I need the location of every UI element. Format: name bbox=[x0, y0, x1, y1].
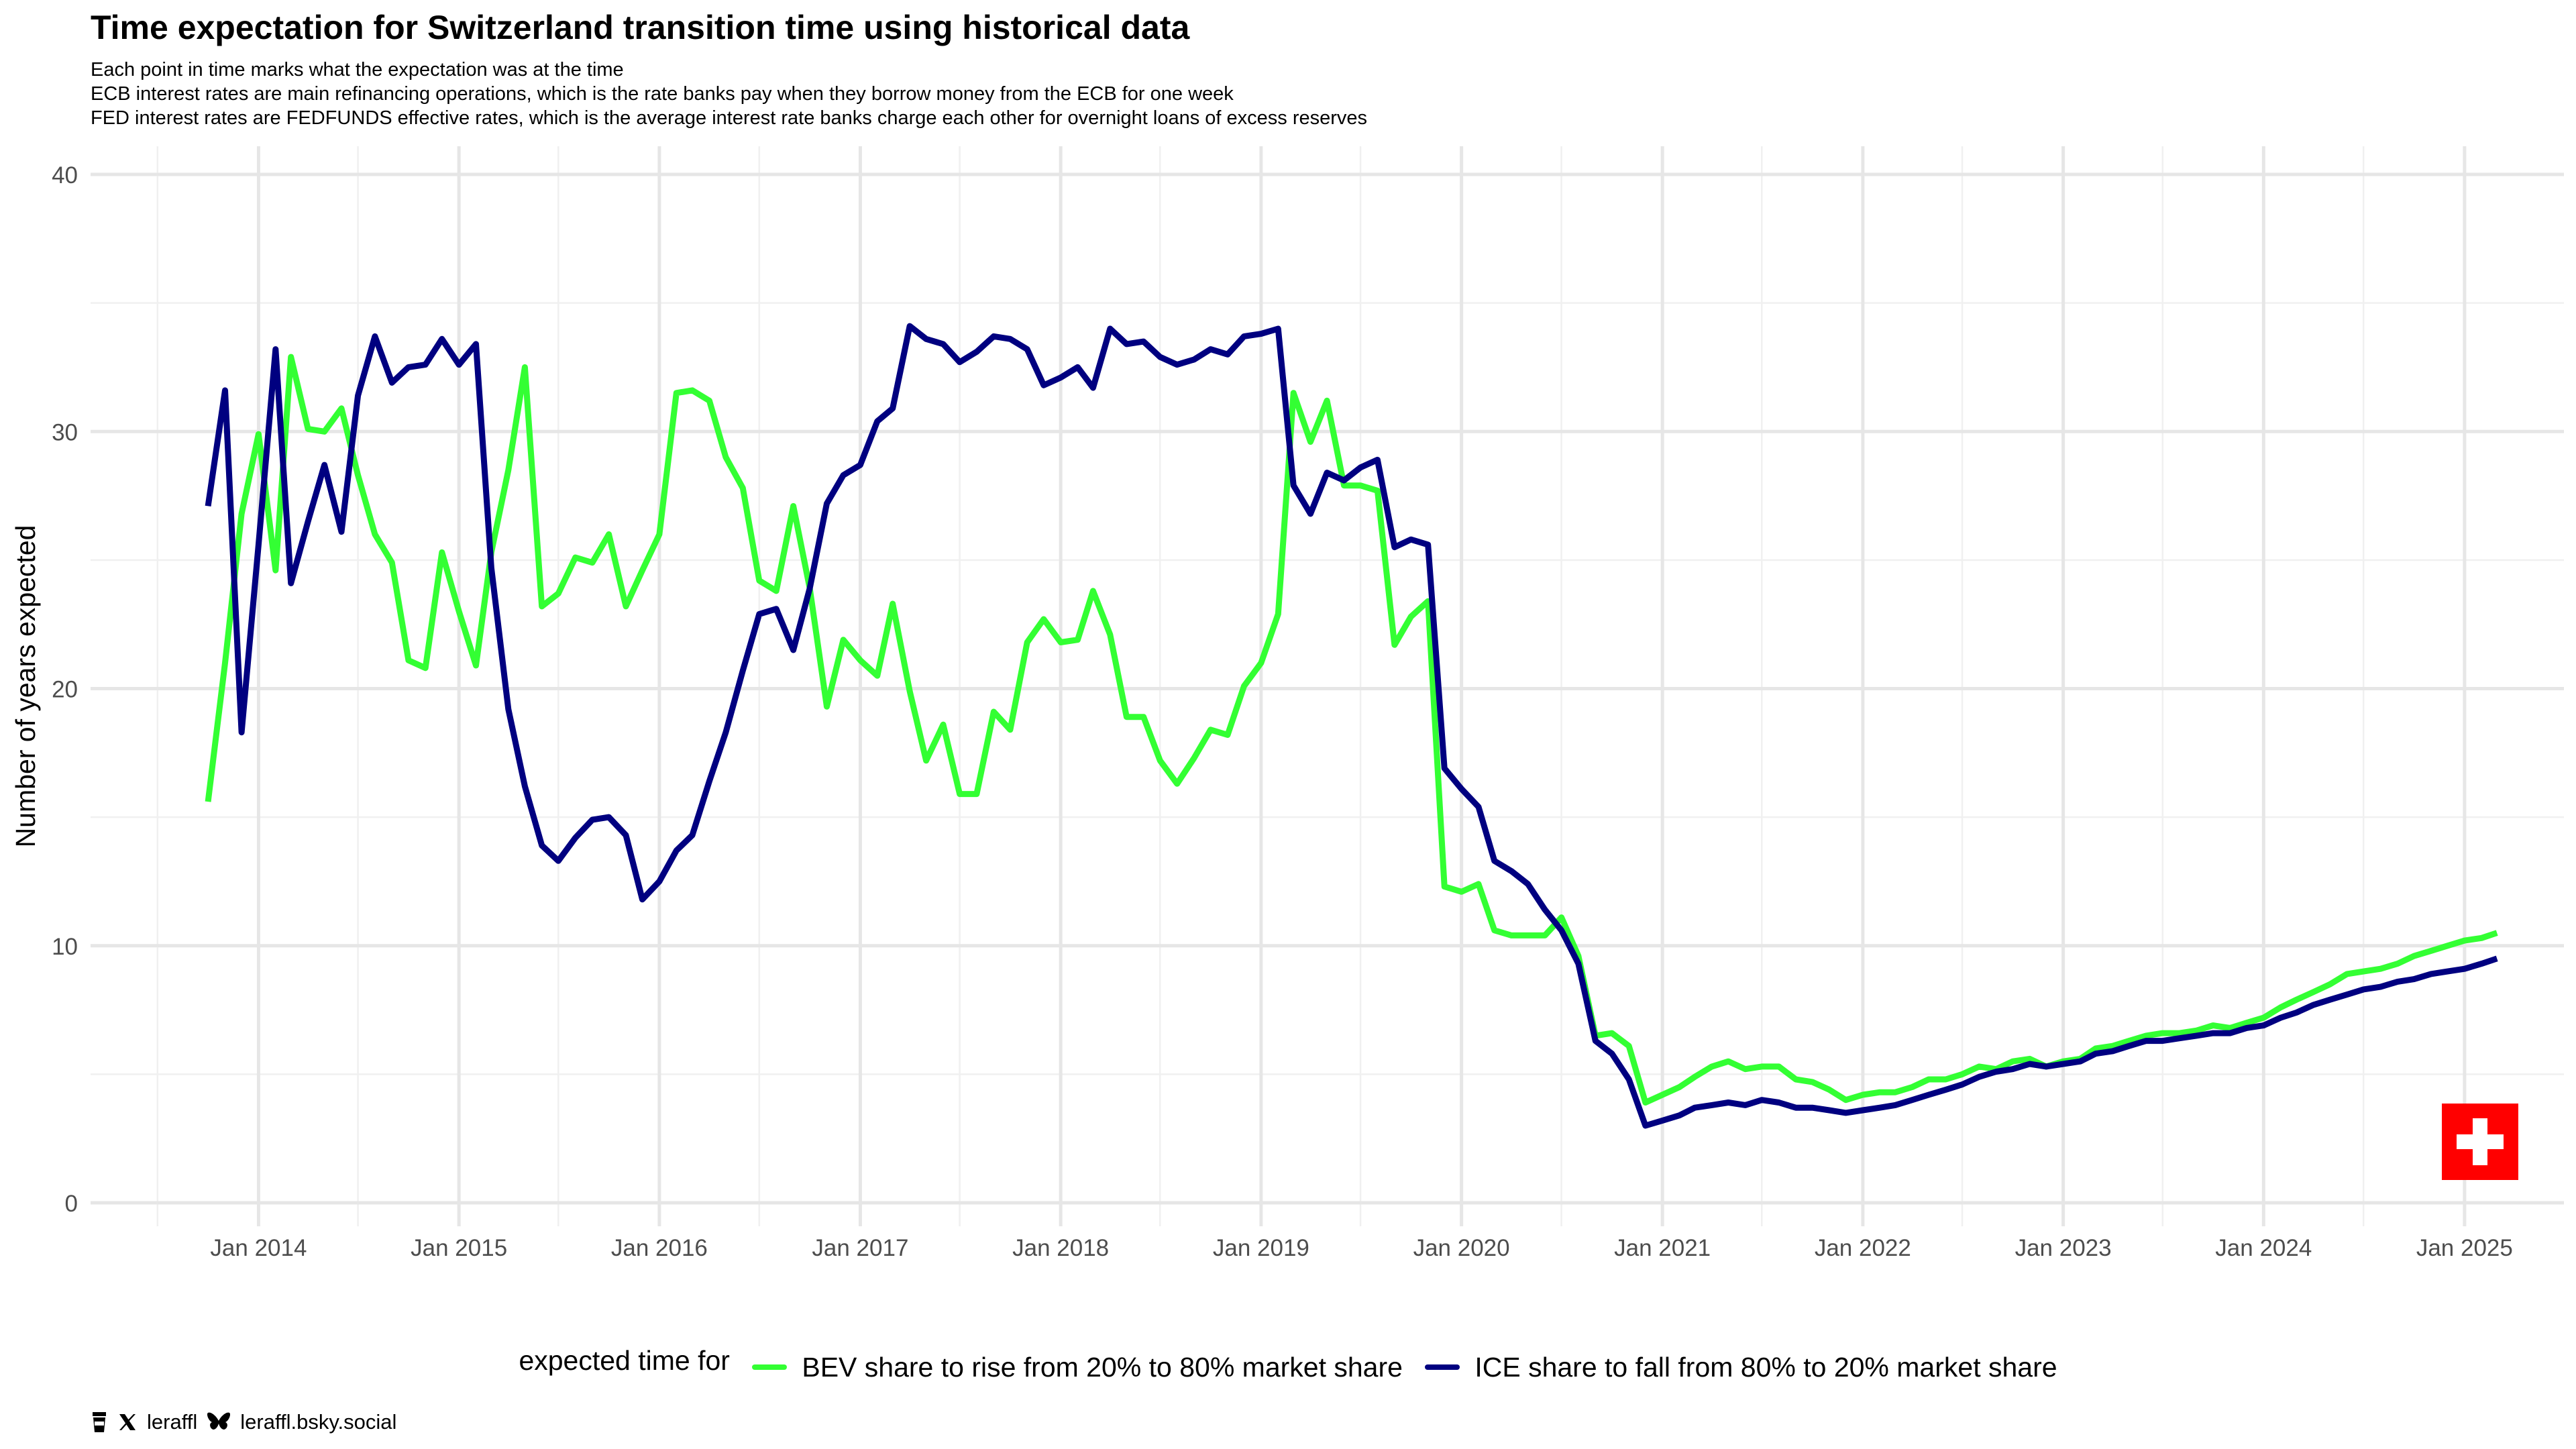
legend-item-ice: ICE share to fall from 80% to 20% market… bbox=[1425, 1352, 2057, 1383]
subtitle-line-1: Each point in time marks what the expect… bbox=[91, 59, 624, 80]
y-tick-label: 40 bbox=[52, 162, 78, 189]
credits: leraffl leraffl.bsky.social bbox=[91, 1410, 396, 1434]
credit-bluesky: leraffl.bsky.social bbox=[240, 1410, 397, 1434]
axis-labels: 0 10 20 30 40 Jan 2014 Jan 2015 Jan 2016 Jan 201… bbox=[10, 162, 2513, 1261]
y-tick-label: 30 bbox=[52, 419, 78, 445]
x-logo-icon bbox=[119, 1414, 136, 1430]
series-line-bev bbox=[205, 354, 2498, 1106]
x-tick-label: Jan 2019 bbox=[1213, 1235, 1309, 1261]
y-axis-title: Number of years expected bbox=[10, 525, 41, 848]
x-tick-label: Jan 2023 bbox=[2015, 1235, 2112, 1261]
credit-handle: leraffl bbox=[147, 1410, 198, 1434]
butterfly-icon bbox=[207, 1412, 231, 1430]
chart-title: Time expectation for Switzerland transit… bbox=[91, 9, 1190, 46]
series-line-ice bbox=[205, 323, 2498, 1129]
swiss-flag-icon bbox=[2442, 1104, 2518, 1180]
y-tick-label: 0 bbox=[65, 1191, 78, 1217]
legend: expected time for BEV share to rise from… bbox=[0, 1345, 2576, 1383]
x-tick-label: Jan 2022 bbox=[1815, 1235, 1911, 1261]
x-tick-label: Jan 2021 bbox=[1614, 1235, 1711, 1261]
x-tick-label: Jan 2017 bbox=[812, 1235, 908, 1261]
coffee-icon bbox=[93, 1412, 106, 1432]
series-lines bbox=[205, 323, 2498, 1129]
grid-lines bbox=[91, 146, 2564, 1226]
subtitle-line-3: FED interest rates are FEDFUNDS effectiv… bbox=[91, 107, 1368, 129]
x-tick-label: Jan 2015 bbox=[411, 1235, 507, 1261]
x-tick-label: Jan 2020 bbox=[1413, 1235, 1510, 1261]
y-tick-label: 20 bbox=[52, 677, 78, 703]
legend-title: expected time for bbox=[519, 1345, 730, 1376]
legend-item-bev: BEV share to rise from 20% to 80% market… bbox=[752, 1352, 1403, 1383]
legend-label-bev: BEV share to rise from 20% to 80% market… bbox=[802, 1351, 1403, 1383]
legend-swatch-bev bbox=[752, 1364, 788, 1370]
x-tick-label: Jan 2024 bbox=[2215, 1235, 2312, 1261]
x-tick-label: Jan 2014 bbox=[210, 1235, 307, 1261]
legend-label-ice: ICE share to fall from 80% to 20% market… bbox=[1474, 1351, 2057, 1383]
x-tick-label: Jan 2016 bbox=[611, 1235, 708, 1261]
y-tick-label: 10 bbox=[52, 934, 78, 960]
x-tick-label: Jan 2018 bbox=[1012, 1235, 1109, 1261]
legend-swatch-ice bbox=[1425, 1364, 1460, 1370]
x-tick-label: Jan 2025 bbox=[2416, 1235, 2513, 1261]
subtitle-line-2: ECB interest rates are main refinancing … bbox=[91, 83, 1234, 105]
